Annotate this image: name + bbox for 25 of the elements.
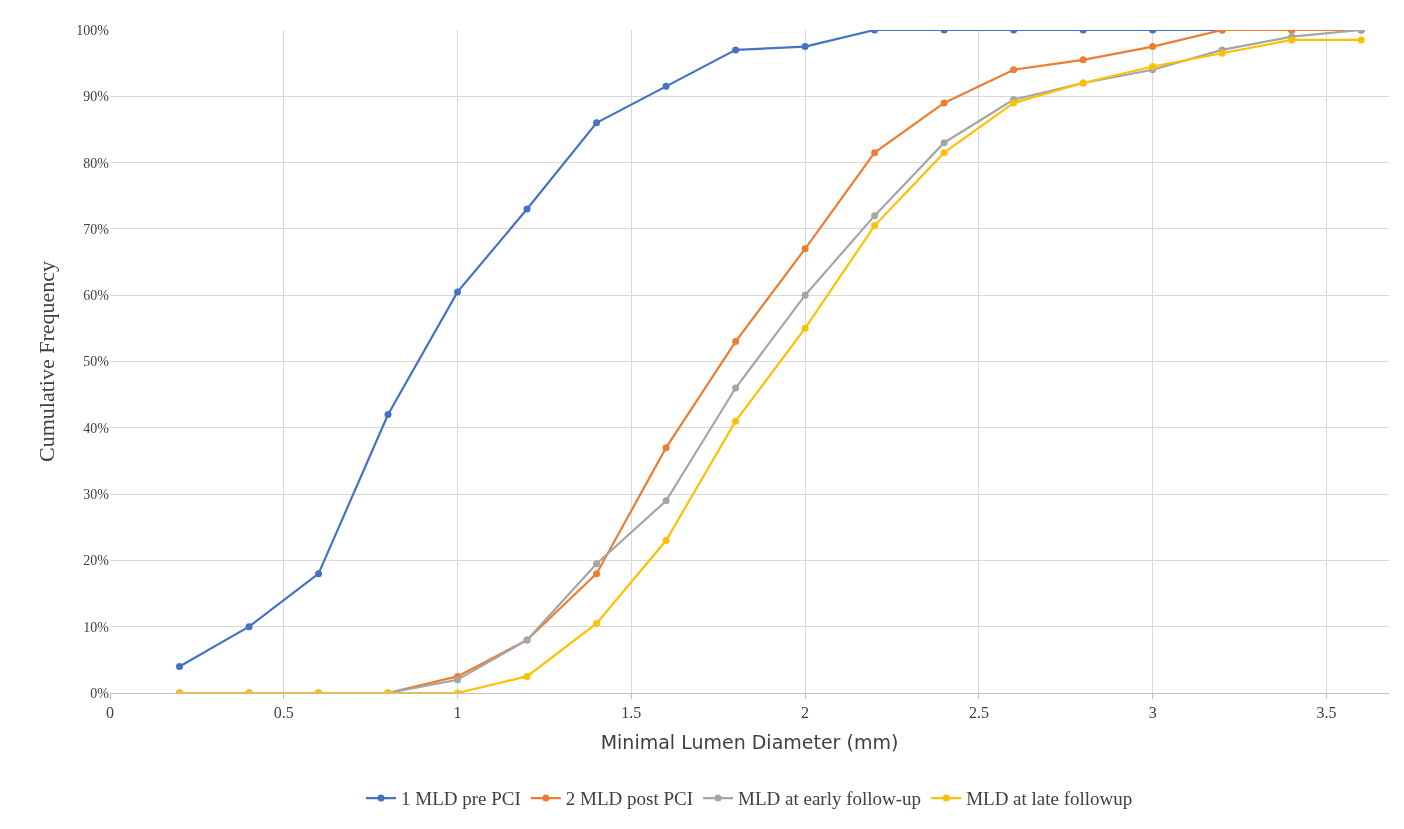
y-tick-label: 0% — [90, 685, 110, 701]
y-tick-label: 100% — [76, 22, 110, 38]
y-tick-label: 40% — [83, 420, 110, 436]
y-tick-label: 20% — [83, 553, 110, 569]
legend-label: MLD at early follow-up — [738, 788, 922, 810]
x-tick-label: 1.5 — [621, 704, 642, 722]
y-tick-label: 90% — [83, 89, 110, 105]
x-tick-label: 0 — [106, 704, 114, 722]
y-axis-title: Cumulative Frequency — [34, 260, 60, 463]
y-tick-label: 80% — [83, 155, 110, 171]
y-tick-label: 30% — [83, 487, 110, 502]
x-tick-label: 3.5 — [1316, 704, 1337, 722]
y-tick-label: 10% — [83, 619, 110, 635]
x-tick-label: 2 — [801, 704, 810, 722]
y-tick-label: 70% — [83, 221, 110, 237]
x-tick-label: 1 — [453, 704, 462, 722]
x-tick-label: 3 — [1148, 704, 1157, 722]
x-axis-title: Minimal Lumen Diameter (mm) — [600, 731, 899, 753]
legend-label: 1 MLD pre PCI — [401, 788, 521, 810]
y-tick-label: 50% — [83, 354, 110, 370]
legend-label: MLD at late followup — [966, 788, 1133, 810]
y-tick-label: 60% — [83, 288, 110, 304]
x-tick-label: 0.5 — [273, 704, 294, 722]
x-tick-label: 2.5 — [968, 704, 989, 722]
legend-label: 2 MLD post PCI — [565, 788, 694, 810]
